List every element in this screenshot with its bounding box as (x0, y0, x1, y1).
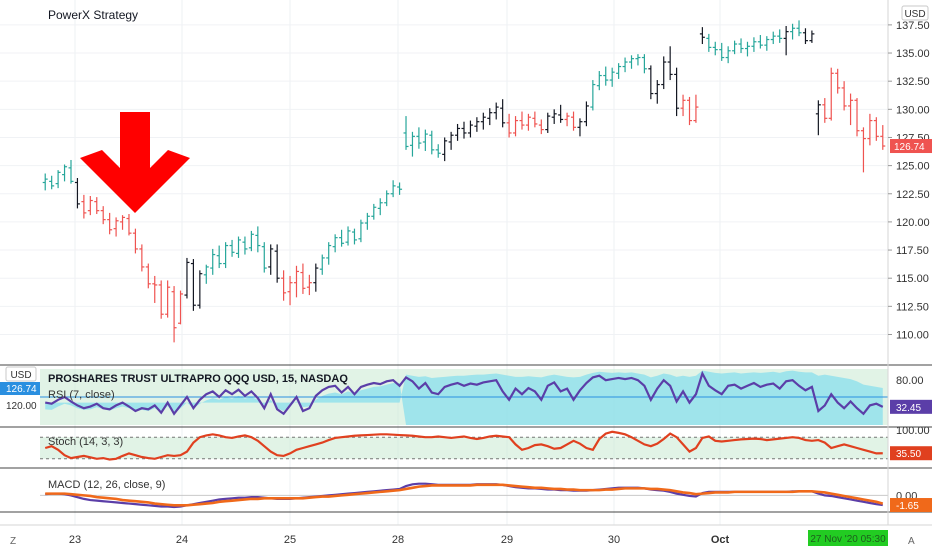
macd-label: MACD (12, 26, close, 9) (48, 479, 165, 491)
price-tick-label: 132.50 (896, 76, 930, 88)
time-tick-label: 29 (501, 534, 513, 546)
time-badge: 27 Nov '20 05:30 (810, 534, 886, 545)
price-tick-label: 120.00 (896, 217, 930, 229)
price-tick-label: 135.00 (896, 48, 930, 60)
strategy-title: PowerX Strategy (48, 8, 138, 22)
indicator-bands (40, 369, 888, 496)
currency-badge-bg[interactable] (5, 366, 37, 382)
rsi-line (45, 370, 884, 416)
price-tick-label: 125.00 (896, 161, 930, 173)
price-axis-badge: USD (904, 9, 925, 20)
price-tick-label: 117.50 (896, 245, 929, 257)
macd-last-badge-bg (890, 498, 932, 513)
macd-last-badge: -1.65 (896, 501, 919, 512)
price-tick-label: 115.00 (896, 273, 929, 285)
rsi-cyan-area (45, 370, 883, 425)
currency-badge: USD (10, 370, 31, 381)
time-axis[interactable]: 23 24 25 28 29 30 Oct (0, 524, 932, 546)
rsi-label: RSI (7, close) (48, 389, 115, 401)
indicator-lines (44, 370, 884, 509)
left-price-badge-bg (0, 382, 40, 395)
price-tick-label: 130.00 (896, 104, 930, 116)
bottom-bar: Z A 27 Nov '20 05:30 (10, 530, 915, 547)
time-tick-label: 30 (608, 534, 620, 546)
pane-separators[interactable] (0, 364, 932, 513)
price-axis-badge-bg[interactable] (901, 5, 929, 21)
stoch-tick-label: 100.00 (896, 425, 930, 437)
left-level-label: 120.00 (6, 401, 37, 412)
left-price-badge: 126.74 (6, 384, 37, 395)
price-tick-label: 137.50 (896, 20, 930, 32)
auto-scale-icon[interactable]: A (908, 536, 915, 547)
time-badge-bg (808, 530, 888, 546)
symbol-label: PROSHARES TRUST ULTRAPRO QQQ USD, 15, NA… (48, 373, 348, 385)
stoch-label: Stoch (14, 3, 3) (48, 436, 123, 448)
last-price-badge-bg (890, 139, 932, 154)
price-tick-label: 110.00 (896, 329, 929, 341)
price-tick-label: 112.50 (896, 301, 929, 313)
price-axis[interactable]: 137.50135.00132.50130.00127.50125.00122.… (887, 0, 932, 525)
time-tick-label: 24 (176, 534, 188, 546)
zoom-icon[interactable]: Z (10, 536, 16, 547)
stoch-last-badge-bg (890, 446, 932, 461)
rsi-tick-label: 80.00 (896, 375, 924, 387)
stoch-last-badge: 35.50 (896, 449, 921, 460)
stoch-band (40, 437, 888, 459)
time-tick-label: 28 (392, 534, 404, 546)
stoch-line (44, 430, 883, 461)
rsi-last-badge-bg (890, 399, 932, 414)
price-bars[interactable] (42, 20, 886, 343)
time-tick-label: 25 (284, 534, 296, 546)
down-arrow-shape (80, 112, 190, 213)
last-price-badge: 126.74 (894, 142, 925, 153)
time-tick-label: 23 (69, 534, 81, 546)
macd-signal-line (45, 483, 884, 507)
down-arrow-icon (80, 112, 190, 213)
price-tick-label: 122.50 (896, 189, 930, 201)
rsi-last-badge: 32.45 (896, 403, 921, 414)
time-tick-label: Oct (711, 534, 730, 546)
